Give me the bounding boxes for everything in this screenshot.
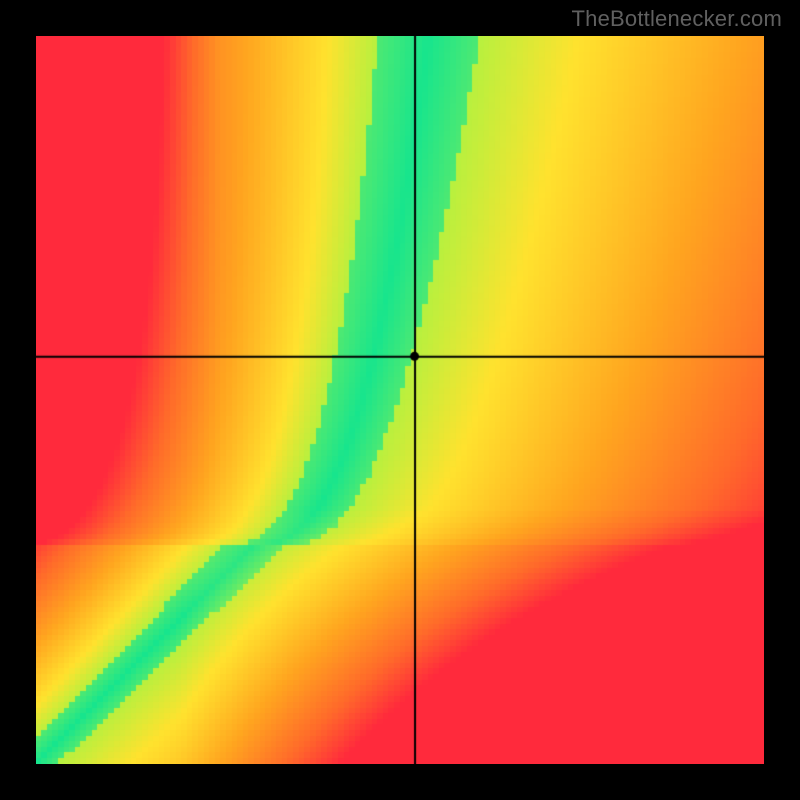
bottleneck-heatmap [36, 36, 764, 764]
watermark-text: TheBottlenecker.com [572, 6, 782, 32]
